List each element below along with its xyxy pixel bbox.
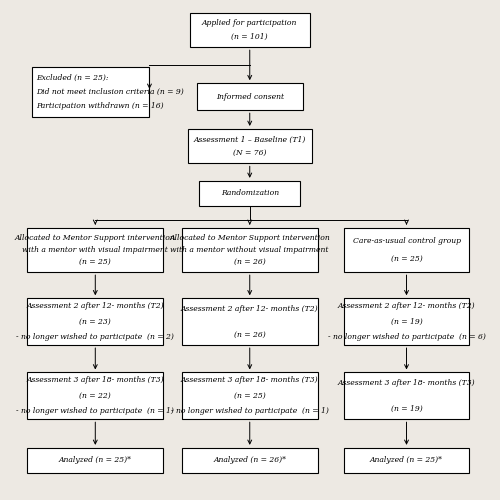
FancyBboxPatch shape [344,448,469,472]
Text: Care-as-usual control group: Care-as-usual control group [352,237,461,245]
FancyBboxPatch shape [196,83,303,110]
Text: with a mentor without visual impairment: with a mentor without visual impairment [170,246,329,254]
Text: Assessment 3 after 18- months (T3): Assessment 3 after 18- months (T3) [338,379,475,387]
Text: Allocated to Mentor Support intervention: Allocated to Mentor Support intervention [15,234,175,242]
FancyBboxPatch shape [188,129,312,164]
Text: (n = 25): (n = 25) [390,255,422,263]
Text: Excluded (n = 25):: Excluded (n = 25): [36,74,109,82]
Text: Assessment 2 after 12- months (T2): Assessment 2 after 12- months (T2) [181,304,318,312]
Text: with a mentor without visual impairment: with a mentor without visual impairment [170,246,329,254]
FancyBboxPatch shape [28,448,164,472]
FancyBboxPatch shape [344,372,469,420]
Text: Assessment 1 – Baseline (T1): Assessment 1 – Baseline (T1) [194,136,306,143]
Text: (n = 25): (n = 25) [80,258,111,266]
FancyBboxPatch shape [182,228,318,272]
Text: - no longer wished to participate  (n = 1): - no longer wished to participate (n = 1… [16,408,174,416]
FancyBboxPatch shape [182,372,318,420]
Text: (n = 23): (n = 23) [80,318,111,326]
Text: Participation withdrawn (n = 16): Participation withdrawn (n = 16) [36,102,164,110]
Text: Analyzed (n = 26)*: Analyzed (n = 26)* [213,456,286,464]
Text: with a mentor with visual impairment: with a mentor with visual impairment [22,246,168,254]
Text: Allocated to Mentor Support intervention: Allocated to Mentor Support intervention [170,234,330,242]
FancyBboxPatch shape [182,298,318,345]
Text: (n = 25): (n = 25) [234,392,266,400]
FancyBboxPatch shape [344,228,469,272]
FancyBboxPatch shape [182,448,318,472]
Text: Analyzed (n = 25)*: Analyzed (n = 25)* [59,456,132,464]
Text: (n = 26): (n = 26) [234,258,266,266]
Text: - no longer wished to participate  (n = 2): - no longer wished to participate (n = 2… [16,334,174,342]
Text: (n = 19): (n = 19) [390,405,422,413]
FancyBboxPatch shape [190,12,310,48]
Text: Did not meet inclusion criteria (n = 9): Did not meet inclusion criteria (n = 9) [36,88,184,96]
Text: (n = 26): (n = 26) [234,330,266,338]
Text: (N = 76): (N = 76) [233,149,266,157]
Text: Assessment 2 after 12- months (T2): Assessment 2 after 12- months (T2) [338,302,475,310]
FancyBboxPatch shape [28,228,164,272]
Text: - no longer wished to participate  (n = 1): - no longer wished to participate (n = 1… [171,408,328,416]
Text: with a mentor with visual impairment: with a mentor with visual impairment [22,246,168,254]
FancyBboxPatch shape [32,67,150,116]
Text: Informed consent: Informed consent [216,92,284,100]
Text: Assessment 2 after 12- months (T2): Assessment 2 after 12- months (T2) [26,302,164,310]
Text: Assessment 3 after 18- months (T3): Assessment 3 after 18- months (T3) [181,376,318,384]
FancyBboxPatch shape [28,298,164,345]
Text: Randomization: Randomization [220,189,279,197]
FancyBboxPatch shape [28,372,164,420]
Text: Applied for participation: Applied for participation [202,20,298,28]
Text: (n = 22): (n = 22) [80,392,111,400]
Text: Analyzed (n = 25)*: Analyzed (n = 25)* [370,456,443,464]
Text: (n = 101): (n = 101) [232,32,268,40]
Text: (n = 19): (n = 19) [390,318,422,326]
Text: - no longer wished to participate  (n = 6): - no longer wished to participate (n = 6… [328,334,486,342]
Text: Assessment 3 after 18- months (T3): Assessment 3 after 18- months (T3) [26,376,164,384]
FancyBboxPatch shape [344,298,469,345]
FancyBboxPatch shape [199,181,300,206]
